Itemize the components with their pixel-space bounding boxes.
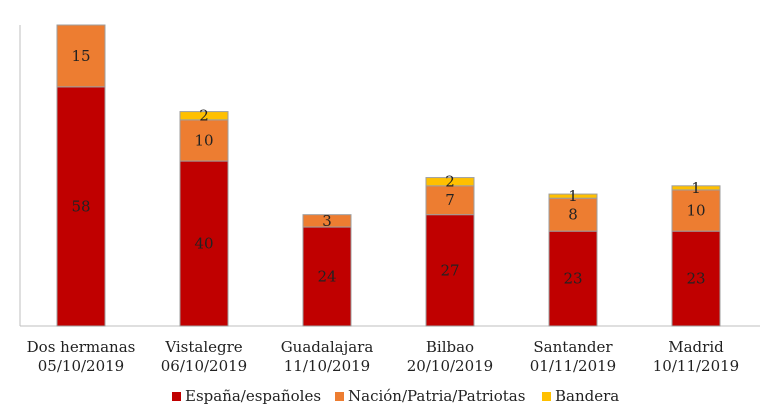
category-label: 01/11/2019: [530, 357, 616, 375]
bar-segment: [671, 230, 721, 327]
bar-segment: [302, 226, 352, 327]
category-label: Vistalegre: [164, 338, 242, 356]
bar-segment: [671, 189, 721, 232]
category-label: 20/10/2019: [407, 357, 493, 375]
legend-label: Bandera: [555, 387, 619, 405]
category-label: 11/10/2019: [284, 357, 370, 375]
data-label: 1: [691, 179, 701, 197]
bars-group: [56, 24, 721, 327]
category-label: Guadalajara: [281, 338, 374, 356]
bar-segment: [425, 177, 475, 187]
bar-segment: [671, 185, 721, 191]
data-label: 8: [568, 206, 578, 224]
bar-segment: [548, 230, 598, 327]
data-label: 27: [440, 261, 459, 279]
data-label: 2: [199, 107, 209, 125]
data-label: 24: [317, 268, 336, 286]
data-label: 40: [194, 235, 213, 253]
data-label: 10: [194, 131, 213, 149]
bar-segment: [56, 24, 106, 88]
data-label: 58: [71, 197, 90, 215]
legend-swatch: [542, 392, 551, 401]
legend-label: España/españoles: [185, 387, 321, 405]
data-label: 15: [71, 47, 90, 65]
bar-segment: [179, 119, 229, 162]
data-label: 2: [445, 173, 455, 191]
category-label: Dos hermanas: [27, 338, 136, 356]
data-label: 10: [686, 202, 705, 220]
legend-swatch: [335, 392, 344, 401]
legend: España/españoles Nación/Patria/Patriotas B…: [172, 387, 619, 405]
category-label: Santander: [533, 338, 613, 356]
bar-segment: [179, 160, 229, 327]
category-label: 05/10/2019: [38, 357, 124, 375]
category-label: 06/10/2019: [161, 357, 247, 375]
data-label: 3: [322, 212, 332, 230]
category-label: Madrid: [668, 338, 724, 356]
data-label: 7: [445, 191, 455, 209]
legend-label: Nación/Patria/Patriotas: [348, 387, 525, 405]
category-label: 10/11/2019: [653, 357, 739, 375]
data-label: 23: [686, 270, 705, 288]
bar-segment: [302, 214, 352, 228]
legend-swatch: [172, 392, 181, 401]
data-label: 1: [568, 187, 578, 205]
bar-segment: [425, 214, 475, 327]
bar-segment: [179, 111, 229, 121]
bar-segment: [548, 193, 598, 199]
category-label: Bilbao: [426, 338, 474, 356]
bar-segment: [56, 86, 106, 327]
data-label: 23: [563, 270, 582, 288]
